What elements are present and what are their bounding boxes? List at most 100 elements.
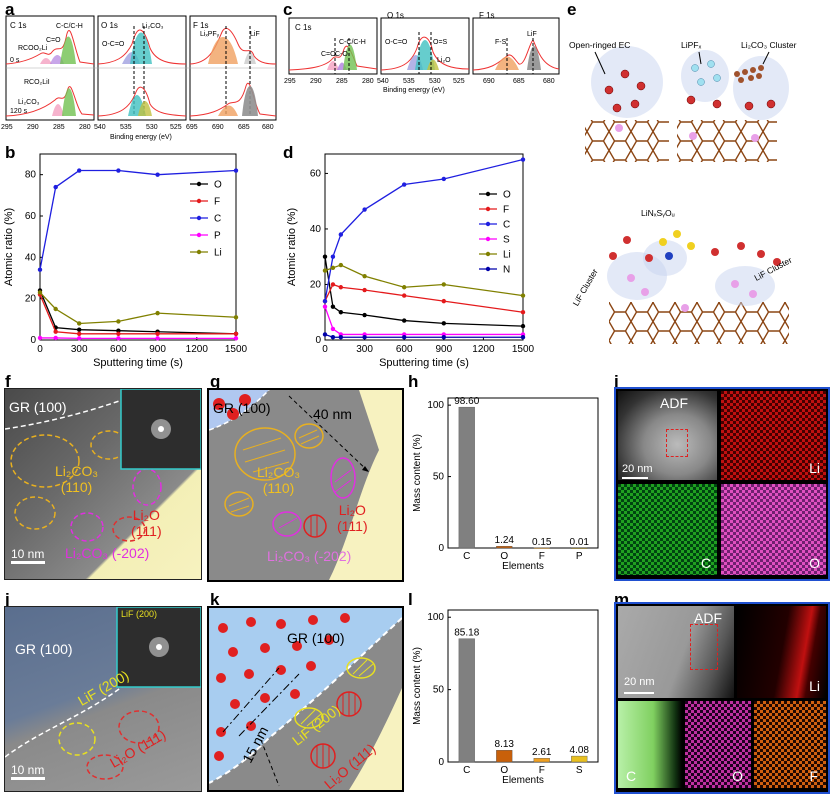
chart-d-point-Li [338, 262, 344, 268]
chart-d-point-O [402, 318, 407, 323]
chart-d-legend-label-F: F [503, 205, 509, 216]
chart-l-category-C: C [463, 765, 470, 776]
xps-a-tick-8: 695 [186, 124, 198, 131]
chart-b-point-Li [53, 306, 58, 312]
chart-h-bar-value-P: 0.01 [570, 537, 590, 548]
xps-c-label-li2o: Li₂O [437, 57, 451, 64]
chart-b-xtick-label: 600 [110, 344, 127, 355]
f-label-gr: GR (100) [9, 399, 67, 415]
chart-d-ytick-label: 0 [315, 335, 321, 346]
xps-a-label-lixpfy: LiₓPFᵧ [200, 31, 220, 38]
chart-d-point-S [322, 304, 328, 309]
xps-a-label-lif: LiF [250, 31, 260, 38]
chart-h-bar-C [458, 406, 475, 549]
i-label-o: O [809, 555, 820, 571]
panel-label-e: e [567, 0, 577, 19]
chart-b-legend-label-P: P [214, 231, 221, 242]
chart-d-legend-label-S: S [503, 235, 510, 246]
xps-c-tick-8: 690 [483, 78, 495, 85]
chart-d-point-C [338, 232, 344, 237]
chart-b-point-P [155, 336, 160, 341]
chart-l-bar-F [533, 758, 550, 763]
chart-h-bar-P [571, 547, 588, 549]
chart-d-legend-marker-Li [485, 251, 491, 257]
chart-b-legend-marker-F [196, 198, 202, 204]
i-label-adf: ADF [660, 395, 688, 411]
chart-d-series-line-S [324, 306, 523, 336]
xps-a-label-oco: O-C=O [102, 41, 125, 48]
g-label-li2co3-110: Li₂CO₃ (110) [257, 464, 301, 496]
xps-a-tick-3: 280 [79, 124, 91, 131]
xps-c-tick-1: 290 [310, 78, 322, 85]
xps-c-o1s-title: O 1s [387, 11, 404, 20]
o-map-m: O [685, 701, 751, 788]
atomic-ratio-chart-d: 0 300 600 900 1200 1500 0 20 40 60 Sputtering time… [286, 153, 535, 369]
chart-b-point-Li [155, 310, 160, 316]
chart-l-bar-value-O: 8.13 [495, 739, 515, 750]
chart-b-ylabel: Atomic ratio (%) [3, 208, 15, 286]
chart-d-point-F [362, 287, 367, 293]
hrtem-image-j: GR (100) LiF (200) LiF (200) Li₂O (111) … [4, 606, 202, 792]
xps-a-label-li2co3-o: Li₂CO₃ [142, 23, 164, 30]
xps-c-tick-7: 525 [453, 78, 465, 85]
chart-l-ytick-label: 100 [427, 612, 444, 623]
xps-c-tick-0: 295 [284, 78, 296, 85]
panel-label-h: h [408, 372, 419, 391]
e-label-li2co3-cluster: Li₂CO₃ Cluster [741, 40, 797, 50]
schematic-k: GR (100) LiF (200) Li₂O (111) 15 nm [207, 606, 404, 792]
chart-d-point-F [520, 310, 526, 315]
panel-label-l: l [408, 590, 413, 609]
schematic-panel-e: Open-ringed EC LiPFₓ Li₂CO₃ Cluster LiNₓ… [569, 40, 797, 344]
li-map-i: Li [721, 391, 826, 480]
chart-d-point-Li [362, 273, 367, 279]
chart-b-legend-label-O: O [214, 180, 222, 191]
panel-label-d: d [283, 143, 294, 162]
chart-l-category-F: F [539, 765, 545, 776]
xps-c-tick-10: 680 [543, 78, 555, 85]
xps-c-tick-3: 280 [362, 78, 374, 85]
chart-d-plot-frame [324, 153, 524, 341]
chart-l-bar-S [571, 755, 588, 763]
chart-h-bar-O [496, 546, 513, 549]
chart-d-point-F [338, 285, 344, 290]
chart-d-series-line-F [324, 283, 524, 313]
chart-d-legend-label-C: C [503, 220, 510, 231]
chart-d-point-N [402, 335, 407, 340]
panel-label-a: a [5, 0, 15, 19]
xps-a-tick-2: 285 [53, 124, 65, 131]
chart-b-ytick-label: 80 [25, 170, 37, 181]
chart-b-xtick-label: 900 [149, 344, 166, 355]
chart-b-point-C [77, 168, 82, 173]
chart-b-point-F [155, 331, 160, 336]
chart-h-bar-value-O: 1.24 [495, 535, 515, 546]
xps-c-f1s-title: F 1s [479, 11, 495, 20]
chart-d-point-C [402, 182, 407, 187]
panel-label-i: i [614, 372, 619, 391]
chart-h-category-F: F [539, 551, 545, 562]
m-label-adf: ADF [694, 610, 722, 626]
xps-a-label-rco2li: RCO₂LiI [24, 79, 50, 86]
chart-d-point-N [362, 335, 367, 340]
chart-d-xtick-label: 600 [396, 344, 413, 355]
chart-b-legend-marker-P [196, 232, 202, 238]
chart-h-category-O: O [500, 551, 508, 562]
chart-d-point-C [520, 157, 526, 162]
chart-d-xtick-label: 0 [322, 344, 328, 355]
chart-b-point-C [53, 184, 58, 190]
f-label-li2o-111: Li₂O (111) [131, 507, 162, 539]
chart-d-series-line-C [324, 158, 524, 302]
mass-content-chart-h: 0 50 100 98.60 C 1.24 O 0.15 F 0.01 P Elements Mass … [412, 396, 599, 572]
e-label-lif-cluster-left: LiF Cluster [571, 267, 600, 308]
panel-label-k: k [210, 590, 220, 609]
xps-c-tick-5: 535 [403, 78, 415, 85]
chart-d-legend-marker-S [485, 236, 491, 242]
chart-d-legend-marker-F [485, 206, 491, 212]
chart-d-point-N [330, 335, 336, 340]
xps-c-xlabel: Binding energy (eV) [383, 87, 445, 94]
chart-h-bar-F [533, 547, 550, 549]
c-map-m: C [618, 701, 682, 788]
chart-d-point-F [402, 293, 407, 298]
xps-c-label-fs: F-S [495, 39, 507, 46]
hrtem-image-f: GR (100) Li₂CO₃ (110) Li₂O (111) Li₂CO₃ … [4, 388, 202, 580]
c-map-i: C [618, 484, 717, 575]
